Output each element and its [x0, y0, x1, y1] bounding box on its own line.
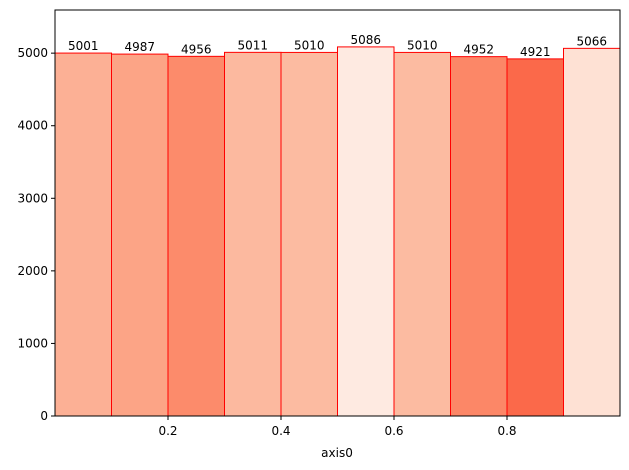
bar [224, 51, 282, 417]
data-label: 4952 [463, 43, 494, 57]
y-tick-label: 0 [40, 409, 48, 423]
data-label: 4921 [520, 45, 551, 59]
x-tick-label: 0.8 [497, 424, 516, 438]
x-tick-label: 0.6 [384, 424, 403, 438]
bar [167, 55, 225, 417]
y-tick-label: 5000 [17, 46, 48, 60]
bar [111, 53, 169, 417]
bar [393, 51, 451, 417]
x-tick-label: 0.2 [158, 424, 177, 438]
data-label: 5086 [350, 33, 381, 47]
data-label: 4956 [181, 42, 212, 56]
x-axis-label: axis0 [321, 446, 353, 460]
bar [563, 47, 621, 417]
bar [450, 56, 508, 417]
data-label: 4987 [124, 40, 155, 54]
y-tick-label: 1000 [17, 336, 48, 350]
y-tick-label: 3000 [17, 191, 48, 205]
bar [280, 51, 338, 417]
y-tick-label: 4000 [17, 119, 48, 133]
data-label: 5010 [407, 38, 438, 52]
data-label: 5011 [237, 38, 268, 52]
data-label: 5066 [576, 34, 607, 48]
bar [506, 58, 564, 417]
x-tick-label: 0.4 [271, 424, 290, 438]
data-label: 5001 [68, 39, 99, 53]
plot-frame [54, 9, 621, 417]
bar [54, 52, 112, 417]
data-label: 5010 [294, 38, 325, 52]
bar [337, 46, 395, 417]
y-tick-label: 2000 [17, 264, 48, 278]
